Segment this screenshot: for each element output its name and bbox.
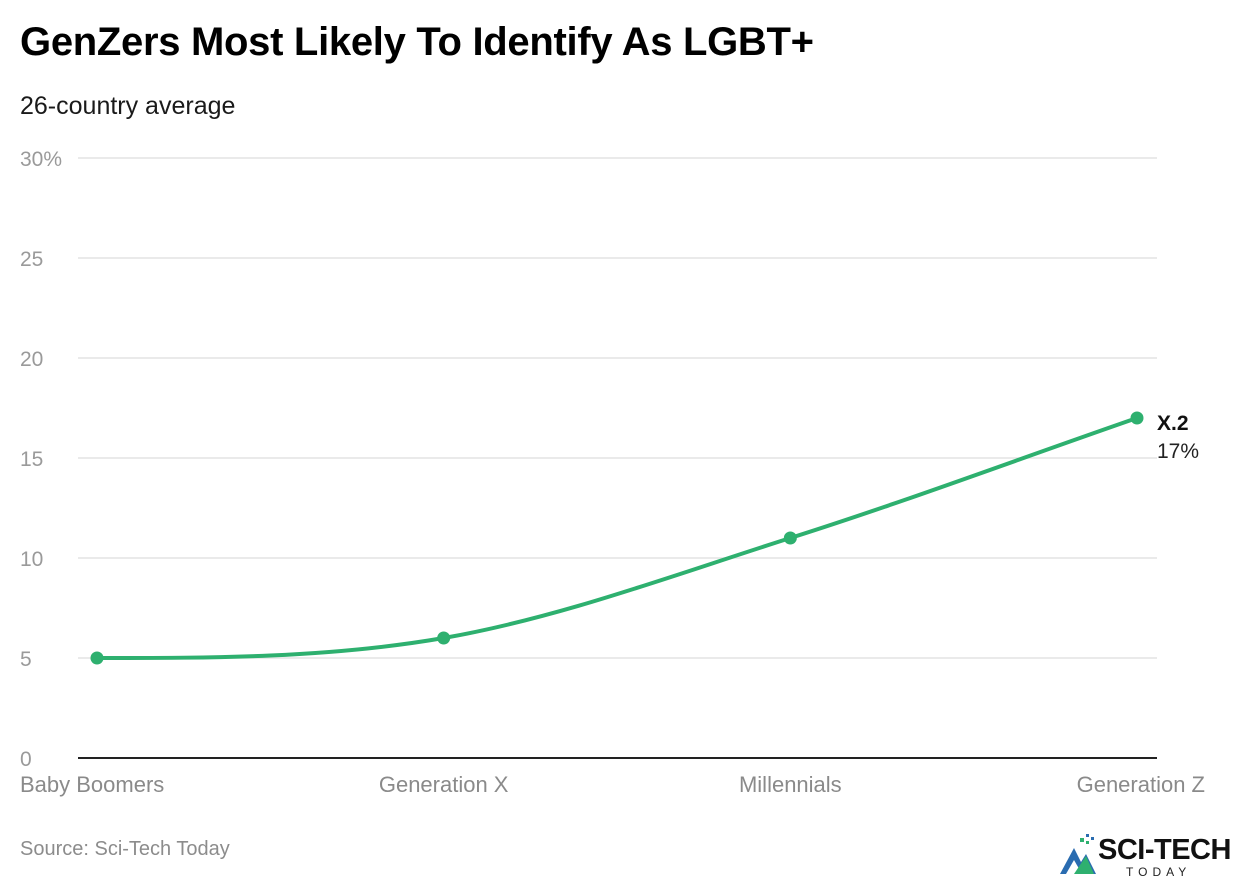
- chart-subtitle: 26-country average: [20, 92, 236, 120]
- y-tick-label: 15: [20, 448, 43, 471]
- data-point: [783, 531, 797, 545]
- data-point: [1130, 411, 1144, 425]
- logo-mark-icon: [1060, 834, 1096, 874]
- y-tick-label: 5: [20, 648, 32, 671]
- y-tick-label: 20: [20, 348, 43, 371]
- x-tick-label: Millennials: [739, 772, 842, 797]
- y-tick-label: 25: [20, 248, 43, 271]
- series-line: [95, 416, 1139, 660]
- source-note: Source: Sci-Tech Today: [20, 838, 230, 860]
- logo-wordmark: SCI-TECH: [1098, 834, 1231, 866]
- data-point: [437, 631, 451, 645]
- annotation-label: X.2: [1157, 412, 1189, 435]
- data-point: [90, 651, 104, 665]
- y-tick-label: 30%: [20, 148, 62, 171]
- annotation-value-label: 17%: [1157, 440, 1199, 463]
- x-tick-label: Baby Boomers: [20, 772, 164, 797]
- x-tick-label: Generation X: [379, 772, 509, 797]
- chart-title: GenZers Most Likely To Identify As LGBT+: [20, 20, 814, 64]
- logo-subtext: TODAY: [1126, 865, 1192, 879]
- x-tick-label: Generation Z: [1077, 772, 1205, 797]
- y-tick-label: 10: [20, 548, 43, 571]
- y-tick-label: 0: [20, 748, 32, 771]
- sci-tech-today-logo: SCI-TECH TODAY: [1058, 832, 1233, 880]
